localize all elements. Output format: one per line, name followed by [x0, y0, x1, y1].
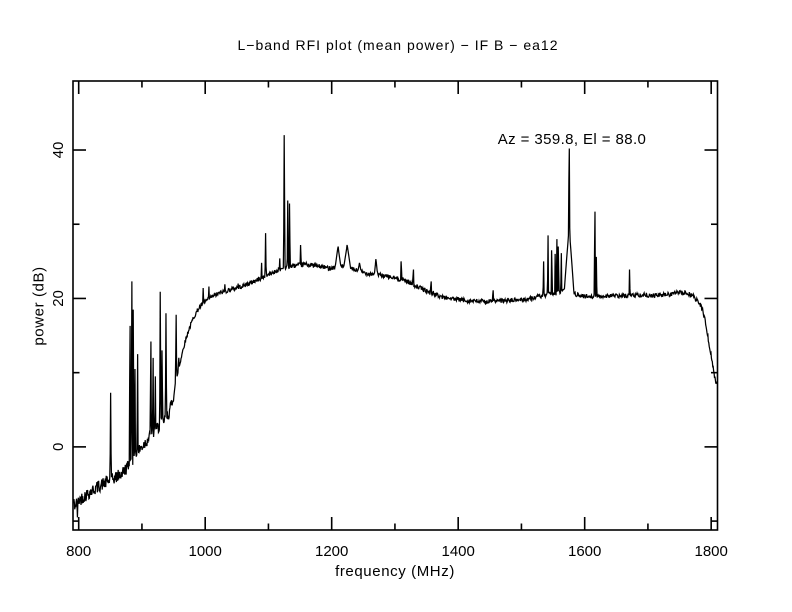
- x-tick-label: 1000: [189, 543, 222, 560]
- x-tick-label: 1800: [694, 543, 727, 560]
- y-tick-label: 0: [50, 443, 67, 451]
- x-tick-label: 1600: [568, 543, 601, 560]
- chart-title: L−band RFI plot (mean power) − IF B − ea…: [238, 37, 559, 53]
- y-axis-title: power (dB): [30, 266, 47, 345]
- pointing-annotation: Az = 359.8, El = 88.0: [498, 131, 647, 148]
- x-tick-label: 800: [66, 543, 91, 560]
- spectrum-trace: [73, 135, 718, 518]
- x-tick-label: 1400: [441, 543, 474, 560]
- x-tick-label: 1200: [315, 543, 348, 560]
- plot-area: 800 1000 1200 1400 1600 1800 0 20 40: [50, 80, 728, 560]
- y-tick-label: 40: [50, 142, 67, 159]
- plot-frame: [72, 80, 719, 531]
- y-tick-label: 20: [50, 290, 67, 307]
- x-axis-title: frequency (MHz): [335, 563, 455, 580]
